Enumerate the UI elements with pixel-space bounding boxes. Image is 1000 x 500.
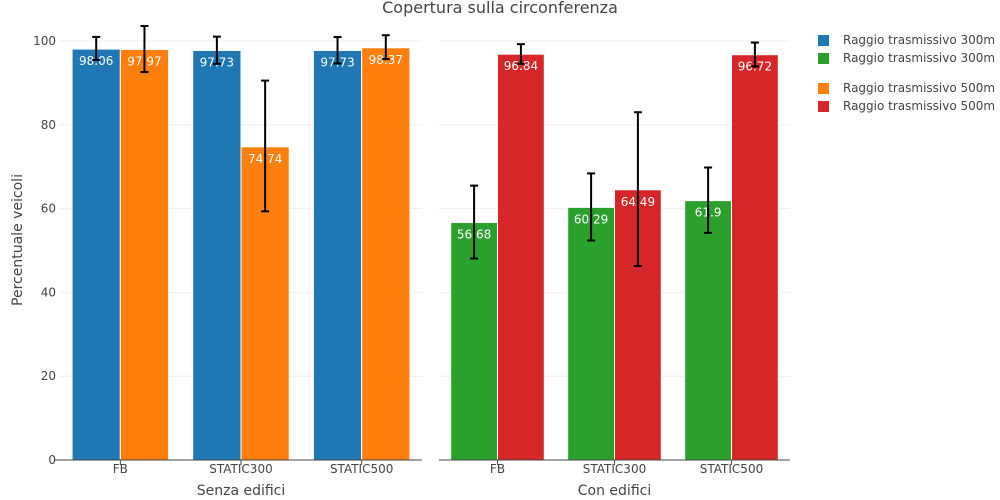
y-tick-label: 100 [33,34,56,48]
chart-panel: 56.6860.2961.996.8464.4996.72FBSTATIC300… [439,40,790,499]
y-tick-label: 80 [41,118,56,132]
x-tick-label: FB [490,462,505,476]
bar [450,221,499,461]
legend-swatch [818,100,829,112]
legend-swatch [818,34,829,46]
legend-swatch [818,52,829,64]
bar [312,49,363,461]
data-label: 96.84 [504,59,538,73]
bar [567,206,616,461]
bar [119,48,170,461]
legend-swatch [818,82,829,94]
legend-item[interactable]: Raggio trasmissivo 300m [818,49,995,67]
bar [71,48,121,461]
legend-label: Raggio trasmissivo 500m [843,99,996,113]
y-tick-label: 20 [41,369,56,383]
bar [684,200,733,461]
x-tick-label: STATIC300 [209,462,272,476]
chart-panel: 98.0697.7397.7397.9774.7498.37FBSTATIC30… [60,24,422,499]
x-axis-title: Senza edifici [197,483,286,499]
legend-item[interactable]: Raggio trasmissivo 500m [818,79,995,97]
legend-item[interactable]: Raggio trasmissivo 500m [818,97,995,115]
x-tick-label: STATIC300 [583,462,646,476]
y-axis-title: Percentuale veicoli [10,174,26,306]
x-tick-label: STATIC500 [330,462,393,476]
y-tick-label: 40 [41,285,56,299]
bar [731,54,779,461]
x-axis-title: Con edifici [578,483,651,499]
x-tick-label: FB [113,462,128,476]
bar [361,47,411,461]
y-tick-label: 0 [48,453,56,467]
legend-label: Raggio trasmissivo 300m [843,33,996,47]
legend-label: Raggio trasmissivo 300m [843,51,996,65]
data-label: 98.06 [79,54,113,68]
chart-title: Copertura sulla circonferenza [382,0,618,17]
bar [497,53,545,461]
legend: Raggio trasmissivo 300m Raggio trasmissi… [818,31,995,115]
bar [192,49,242,461]
y-tick-label: 60 [41,202,56,216]
legend-item[interactable]: Raggio trasmissivo 300m [818,31,995,49]
legend-label: Raggio trasmissivo 500m [843,81,996,95]
x-tick-label: STATIC500 [700,462,763,476]
